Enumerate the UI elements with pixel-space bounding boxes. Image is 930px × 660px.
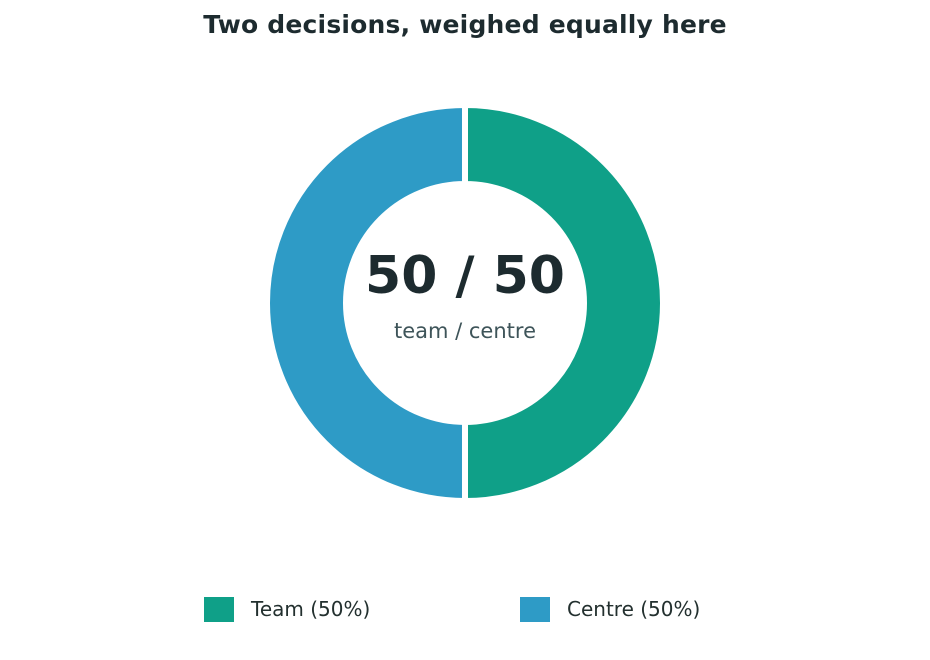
legend-item-team: Team (50%) [204,596,370,622]
center-caption-label: team / centre [394,319,536,343]
slice-centre [264,101,468,505]
slice-team [462,101,666,505]
center-value-label: 50 / 50 [365,246,565,306]
legend-label-team: Team (50%) [251,597,371,621]
legend-swatch-centre [520,596,550,622]
legend-label-centre: Centre (50%) [567,597,701,621]
legend-item-centre: Centre (50%) [520,596,700,622]
legend-swatch-team [204,596,234,622]
chart-title: Two decisions, weighed equally here [203,10,727,39]
donut-slices [264,101,666,505]
